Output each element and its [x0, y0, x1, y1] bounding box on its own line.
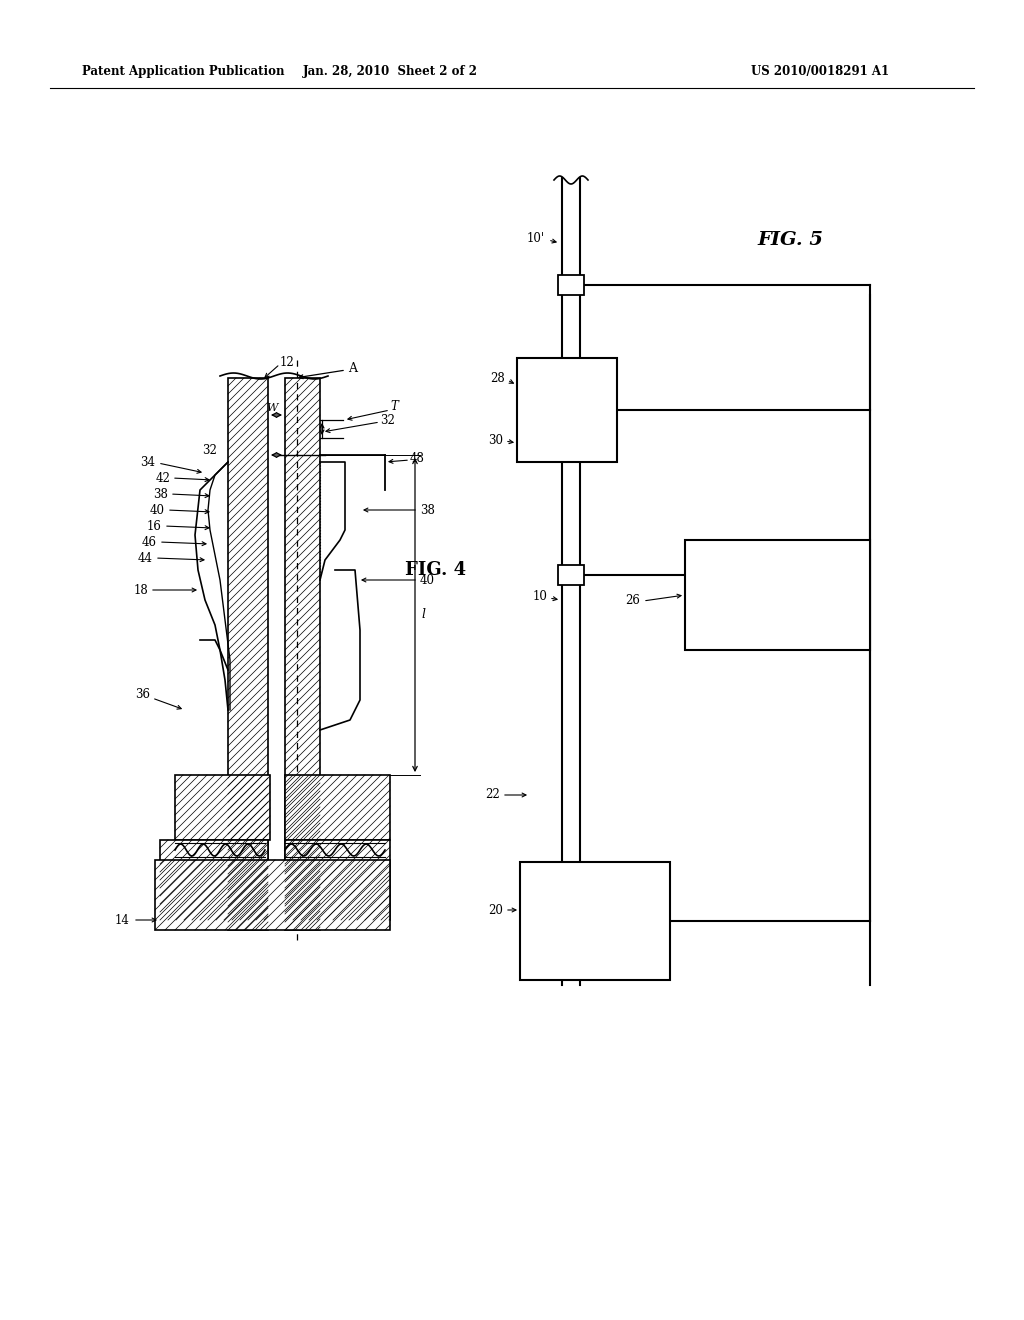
Text: 14: 14: [115, 913, 130, 927]
Text: 40: 40: [150, 503, 165, 516]
Text: 44: 44: [138, 552, 153, 565]
Text: ENGINE: ENGINE: [562, 913, 628, 928]
Bar: [558, 275, 584, 294]
Text: 32: 32: [203, 444, 217, 457]
Text: 38: 38: [420, 503, 435, 516]
Text: 34: 34: [140, 455, 155, 469]
Text: 42: 42: [155, 471, 170, 484]
Text: T: T: [390, 400, 398, 413]
Text: 36: 36: [135, 689, 150, 701]
Text: W: W: [266, 403, 278, 413]
Text: 38: 38: [154, 487, 168, 500]
Text: 22: 22: [485, 788, 500, 801]
Bar: [285, 775, 390, 840]
Bar: [228, 378, 268, 931]
Text: 28: 28: [490, 371, 505, 384]
Text: 40: 40: [420, 573, 435, 586]
Text: 10': 10': [527, 231, 545, 244]
Text: FIG. 4: FIG. 4: [406, 561, 466, 579]
Text: Jan. 28, 2010  Sheet 2 of 2: Jan. 28, 2010 Sheet 2 of 2: [302, 66, 477, 78]
Text: 20: 20: [488, 903, 503, 916]
Text: US 2010/0018291 A1: US 2010/0018291 A1: [751, 66, 889, 78]
Text: l: l: [421, 609, 425, 622]
Bar: [175, 775, 270, 840]
Text: 48: 48: [410, 451, 425, 465]
Text: 32: 32: [380, 413, 395, 426]
Text: 10: 10: [532, 590, 547, 603]
Text: 12: 12: [280, 355, 295, 368]
Text: 26: 26: [625, 594, 640, 606]
Bar: [285, 840, 390, 920]
Text: 30: 30: [488, 433, 503, 446]
Bar: [160, 840, 268, 920]
Bar: [285, 378, 319, 931]
Text: CONTROLLER: CONTROLLER: [727, 589, 827, 602]
Bar: [155, 861, 390, 931]
Text: 18: 18: [133, 583, 148, 597]
Text: 16: 16: [147, 520, 162, 532]
Bar: [685, 540, 870, 649]
Bar: [520, 862, 670, 979]
Bar: [558, 565, 584, 585]
Text: 46: 46: [142, 536, 157, 549]
Text: Patent Application Publication: Patent Application Publication: [82, 66, 285, 78]
Bar: [517, 358, 617, 462]
Text: FIG. 5: FIG. 5: [757, 231, 823, 249]
Text: A: A: [348, 362, 357, 375]
